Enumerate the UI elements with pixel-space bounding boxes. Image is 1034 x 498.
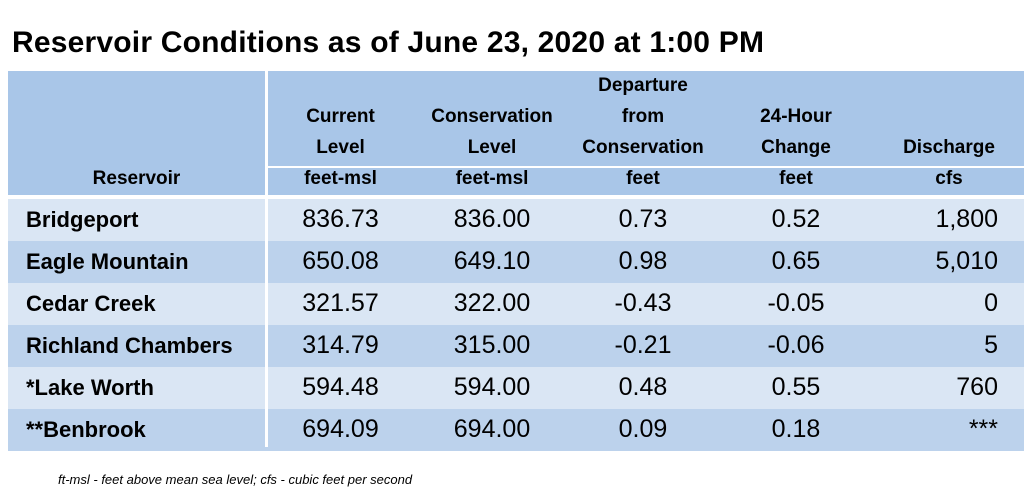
header-current-line-1: Current bbox=[306, 106, 375, 127]
discharge-value: 5,010 bbox=[935, 247, 998, 275]
table-body: Bridgeport 836.73 836.00 0.73 0.52 1,800… bbox=[8, 199, 1024, 451]
header-unit-divider bbox=[265, 166, 1024, 168]
conservation-level-value: 649.10 bbox=[453, 247, 531, 275]
table-row: Richland Chambers 314.79 315.00 -0.21 -0… bbox=[8, 325, 1024, 367]
reservoir-name: Richland Chambers bbox=[26, 333, 233, 358]
reservoir-name: **Benbrook bbox=[26, 417, 146, 442]
footnote: ft-msl - feet above mean sea level; cfs … bbox=[58, 472, 413, 487]
header-departure-line-2: from bbox=[621, 106, 665, 127]
current-level-value: 321.57 bbox=[302, 289, 379, 317]
header-conservation-level: Conservation Level feet-msl bbox=[418, 71, 566, 195]
header-conservation-line-1: Conservation bbox=[431, 106, 553, 127]
reservoir-name: *Lake Worth bbox=[26, 375, 154, 400]
change-value: 0.18 bbox=[771, 415, 821, 443]
header-change-line-2: Change bbox=[761, 137, 831, 158]
conservation-level-value: 836.00 bbox=[453, 205, 531, 233]
discharge-value: 1,800 bbox=[935, 205, 998, 233]
departure-value: -0.43 bbox=[614, 289, 672, 317]
header-body-divider bbox=[8, 195, 1024, 199]
table-row: Bridgeport 836.73 836.00 0.73 0.52 1,800 bbox=[8, 199, 1024, 241]
change-value: 0.55 bbox=[771, 373, 821, 401]
departure-value: 0.73 bbox=[618, 205, 668, 233]
current-level-value: 594.48 bbox=[302, 373, 379, 401]
header-departure-line-3: Conservation bbox=[582, 137, 704, 158]
discharge-value: 5 bbox=[984, 331, 998, 359]
column-divider bbox=[265, 71, 268, 447]
reservoir-table: Reservoir Current Level feet-msl Conserv… bbox=[8, 71, 1024, 451]
reservoir-name: Bridgeport bbox=[26, 207, 139, 232]
header-current-line-2: Level bbox=[316, 137, 365, 158]
header-current-level: Current Level feet-msl bbox=[268, 71, 413, 195]
current-level-value: 836.73 bbox=[302, 205, 379, 233]
table-row: Eagle Mountain 650.08 649.10 0.98 0.65 5… bbox=[8, 241, 1024, 283]
discharge-value: *** bbox=[968, 415, 998, 443]
table-row: *Lake Worth 594.48 594.00 0.48 0.55 760 bbox=[8, 367, 1024, 409]
page-title: Reservoir Conditions as of June 23, 2020… bbox=[12, 26, 765, 59]
departure-value: -0.21 bbox=[614, 331, 672, 359]
conservation-level-value: 322.00 bbox=[453, 289, 531, 317]
departure-value: 0.98 bbox=[618, 247, 668, 275]
change-value: 0.52 bbox=[771, 205, 821, 233]
reservoir-name: Eagle Mountain bbox=[26, 249, 189, 274]
change-value: -0.06 bbox=[767, 331, 825, 359]
reservoir-name: Cedar Creek bbox=[26, 291, 156, 316]
header-departure: Departure from Conservation feet bbox=[568, 71, 718, 195]
table-header: Reservoir Current Level feet-msl Conserv… bbox=[8, 71, 1024, 195]
current-level-value: 650.08 bbox=[302, 247, 379, 275]
header-change: 24-Hour Change feet bbox=[720, 71, 872, 195]
header-conservation-line-2: Level bbox=[467, 137, 517, 158]
discharge-value: 760 bbox=[956, 373, 998, 401]
conservation-level-value: 694.00 bbox=[453, 415, 531, 443]
current-level-value: 694.09 bbox=[302, 415, 379, 443]
change-value: 0.65 bbox=[771, 247, 821, 275]
conservation-level-value: 315.00 bbox=[453, 331, 531, 359]
header-change-line-1: 24-Hour bbox=[760, 106, 832, 127]
header-departure-line-1: Departure bbox=[598, 75, 688, 96]
header-discharge-label: Discharge bbox=[903, 137, 995, 158]
header-current-unit: feet-msl bbox=[304, 168, 377, 189]
conservation-level-value: 594.00 bbox=[453, 373, 531, 401]
header-conservation-unit: feet-msl bbox=[455, 168, 529, 189]
departure-value: 0.09 bbox=[618, 415, 668, 443]
table-row: **Benbrook 694.09 694.00 0.09 0.18 *** bbox=[8, 409, 1024, 451]
header-discharge: Discharge cfs bbox=[874, 71, 1024, 195]
change-value: -0.05 bbox=[767, 289, 825, 317]
current-level-value: 314.79 bbox=[302, 331, 379, 359]
departure-value: 0.48 bbox=[618, 373, 668, 401]
discharge-value: 0 bbox=[984, 289, 998, 317]
header-reservoir-label: Reservoir bbox=[92, 168, 181, 189]
header-change-unit: feet bbox=[779, 168, 813, 189]
header-departure-unit: feet bbox=[626, 168, 660, 189]
header-discharge-unit: cfs bbox=[935, 168, 963, 189]
header-reservoir: Reservoir bbox=[8, 71, 265, 195]
table-row: Cedar Creek 321.57 322.00 -0.43 -0.05 0 bbox=[8, 283, 1024, 325]
